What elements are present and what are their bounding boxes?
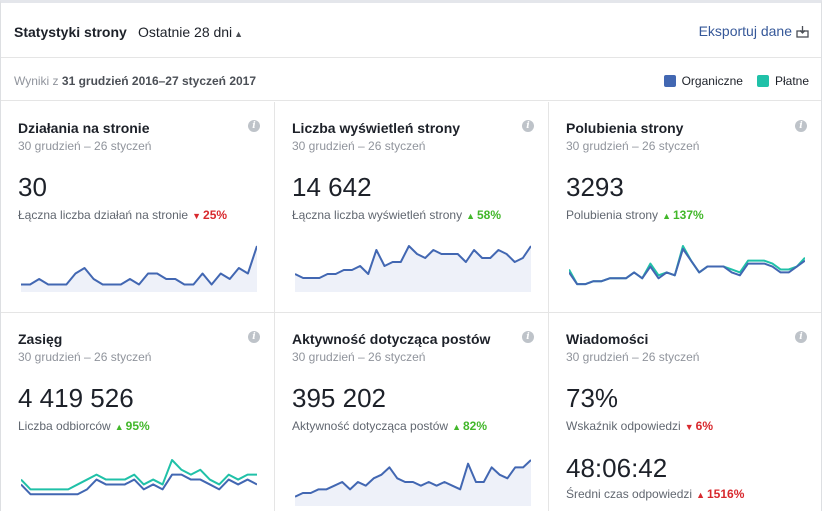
change-value: 25% bbox=[203, 208, 228, 222]
card-date: 30 grudzień – 26 styczeń bbox=[566, 139, 700, 153]
organic-series-line bbox=[295, 245, 531, 279]
card-label: Łączna liczba wyświetleń strony bbox=[292, 208, 463, 222]
date-range-bar: Wyniki z 31 grudzień 2016–27 styczeń 201… bbox=[1, 59, 821, 101]
card-title[interactable]: Liczba wyświetleń strony bbox=[292, 120, 461, 136]
sparkline-chart bbox=[21, 459, 257, 496]
card-post-engagement[interactable]: Aktywność dotycząca postów i 30 grudzień… bbox=[275, 313, 549, 511]
legend-organic-label: Organiczne bbox=[681, 74, 743, 88]
card-label: Wskaźnik odpowiedzi bbox=[566, 419, 681, 433]
up-triangle-icon: ▲ bbox=[696, 490, 705, 500]
change-value: 6% bbox=[695, 419, 713, 433]
info-icon[interactable]: i bbox=[522, 331, 534, 343]
card-value: 30 bbox=[18, 172, 47, 202]
card-title[interactable]: Aktywność dotycząca postów bbox=[292, 331, 491, 347]
card-date: 30 grudzień – 26 styczeń bbox=[292, 139, 426, 153]
card-subtitle: Polubienia strony ▲ 137% bbox=[566, 208, 704, 222]
change-badge: ▲ 95% bbox=[115, 419, 150, 433]
sparkline-chart bbox=[569, 245, 805, 286]
card-date: 30 grudzień – 26 styczeń bbox=[18, 139, 152, 153]
card-page-actions[interactable]: Działania na stronie i 30 grudzień – 26 … bbox=[1, 102, 275, 313]
card-messages[interactable]: Wiadomości i 30 grudzień – 26 styczeń 73… bbox=[549, 313, 821, 511]
change-badge: ▼ 25% bbox=[192, 208, 227, 222]
card-subtitle-secondary: Średni czas odpowiedzi ▲ 1516% bbox=[566, 487, 744, 501]
sparkline-chart bbox=[21, 245, 257, 292]
change-value: 95% bbox=[125, 419, 150, 433]
paid-series-line bbox=[21, 459, 257, 491]
info-icon[interactable]: i bbox=[248, 331, 260, 343]
legend-paid: Płatne bbox=[756, 74, 809, 88]
card-value-secondary: 48:06:42 bbox=[566, 453, 668, 483]
card-reach[interactable]: Zasięg i 30 grudzień – 26 styczeń 4 419 … bbox=[1, 313, 275, 511]
card-subtitle: Liczba odbiorców ▲ 95% bbox=[18, 419, 150, 433]
down-triangle-icon: ▼ bbox=[192, 211, 202, 221]
download-icon bbox=[796, 26, 809, 38]
card-date: 30 grudzień – 26 styczeń bbox=[566, 350, 700, 364]
change-badge: ▲ 82% bbox=[452, 419, 487, 433]
page-title: Statystyki strony bbox=[14, 24, 127, 40]
sparkline-chart bbox=[295, 459, 531, 506]
card-label-secondary: Średni czas odpowiedzi bbox=[566, 487, 693, 501]
date-range-text: Wyniki z 31 grudzień 2016–27 styczeń 201… bbox=[14, 74, 256, 88]
export-data-button[interactable]: Eksportuj dane bbox=[699, 23, 809, 39]
paid-swatch bbox=[756, 75, 769, 87]
period-select-label: Ostatnie 28 dni bbox=[138, 24, 233, 40]
change-value: 58% bbox=[477, 208, 502, 222]
sort-caret-icon: ▲︎ bbox=[234, 29, 244, 39]
change-badge: ▼ 6% bbox=[685, 419, 713, 433]
card-value: 73% bbox=[566, 383, 619, 413]
chart-legend: Organiczne Płatne bbox=[650, 74, 809, 88]
change-badge: ▲ 137% bbox=[662, 208, 704, 222]
export-data-label: Eksportuj dane bbox=[698, 23, 792, 39]
organic-series-line bbox=[21, 473, 257, 496]
info-icon[interactable]: i bbox=[522, 120, 534, 132]
card-subtitle: Aktywność dotycząca postów ▲ 82% bbox=[292, 419, 487, 433]
date-range-prefix: Wyniki z bbox=[14, 74, 59, 88]
card-label: Polubienia strony bbox=[566, 208, 659, 222]
card-label: Aktywność dotycząca postów bbox=[292, 419, 449, 433]
up-triangle-icon: ▲ bbox=[466, 211, 475, 221]
legend-organic: Organiczne bbox=[663, 74, 743, 88]
legend-paid-label: Płatne bbox=[774, 74, 809, 88]
card-value: 4 419 526 bbox=[18, 383, 134, 413]
info-icon[interactable]: i bbox=[795, 120, 807, 132]
card-value: 14 642 bbox=[292, 172, 372, 202]
sparkline-area bbox=[295, 246, 531, 292]
organic-swatch bbox=[663, 75, 676, 87]
card-subtitle: Wskaźnik odpowiedzi ▼ 6% bbox=[566, 419, 713, 433]
card-subtitle: Łączna liczba działań na stronie ▼ 25% bbox=[18, 208, 227, 222]
organic-series-line bbox=[21, 245, 257, 286]
up-triangle-icon: ▲ bbox=[662, 211, 671, 221]
change-value: 82% bbox=[463, 419, 488, 433]
card-label: Liczba odbiorców bbox=[18, 419, 111, 433]
card-value: 3293 bbox=[566, 172, 624, 202]
card-title[interactable]: Zasięg bbox=[18, 331, 63, 347]
card-value: 395 202 bbox=[292, 383, 386, 413]
card-page-likes[interactable]: Polubienia strony i 30 grudzień – 26 sty… bbox=[549, 102, 821, 313]
card-label: Łączna liczba działań na stronie bbox=[18, 208, 189, 222]
change-badge: ▲ 58% bbox=[466, 208, 501, 222]
card-title[interactable]: Działania na stronie bbox=[18, 120, 150, 136]
info-icon[interactable]: i bbox=[248, 120, 260, 132]
card-title[interactable]: Polubienia strony bbox=[566, 120, 684, 136]
card-page-views[interactable]: Liczba wyświetleń strony i 30 grudzień –… bbox=[275, 102, 549, 313]
period-select[interactable]: Ostatnie 28 dni ▲︎ bbox=[138, 24, 243, 40]
card-title[interactable]: Wiadomości bbox=[566, 331, 649, 347]
up-triangle-icon: ▲ bbox=[114, 422, 124, 432]
organic-series-line bbox=[295, 459, 531, 498]
down-triangle-icon: ▼ bbox=[684, 422, 694, 432]
insights-header: Statystyki strony Ostatnie 28 dni ▲︎ Eksp… bbox=[1, 3, 821, 58]
change-badge-secondary: ▲ 1516% bbox=[696, 487, 744, 501]
sparkline-chart bbox=[295, 245, 531, 292]
card-date: 30 grudzień – 26 styczeń bbox=[18, 350, 152, 364]
up-triangle-icon: ▲ bbox=[452, 422, 461, 432]
card-subtitle: Łączna liczba wyświetleń strony ▲ 58% bbox=[292, 208, 501, 222]
card-date: 30 grudzień – 26 styczeń bbox=[292, 350, 426, 364]
organic-series-line bbox=[569, 247, 805, 286]
change-value: 137% bbox=[672, 208, 704, 222]
change-value-secondary: 1516% bbox=[707, 487, 745, 501]
info-icon[interactable]: i bbox=[795, 331, 807, 343]
date-range-dates: 31 grudzień 2016–27 styczeń 2017 bbox=[61, 74, 257, 88]
